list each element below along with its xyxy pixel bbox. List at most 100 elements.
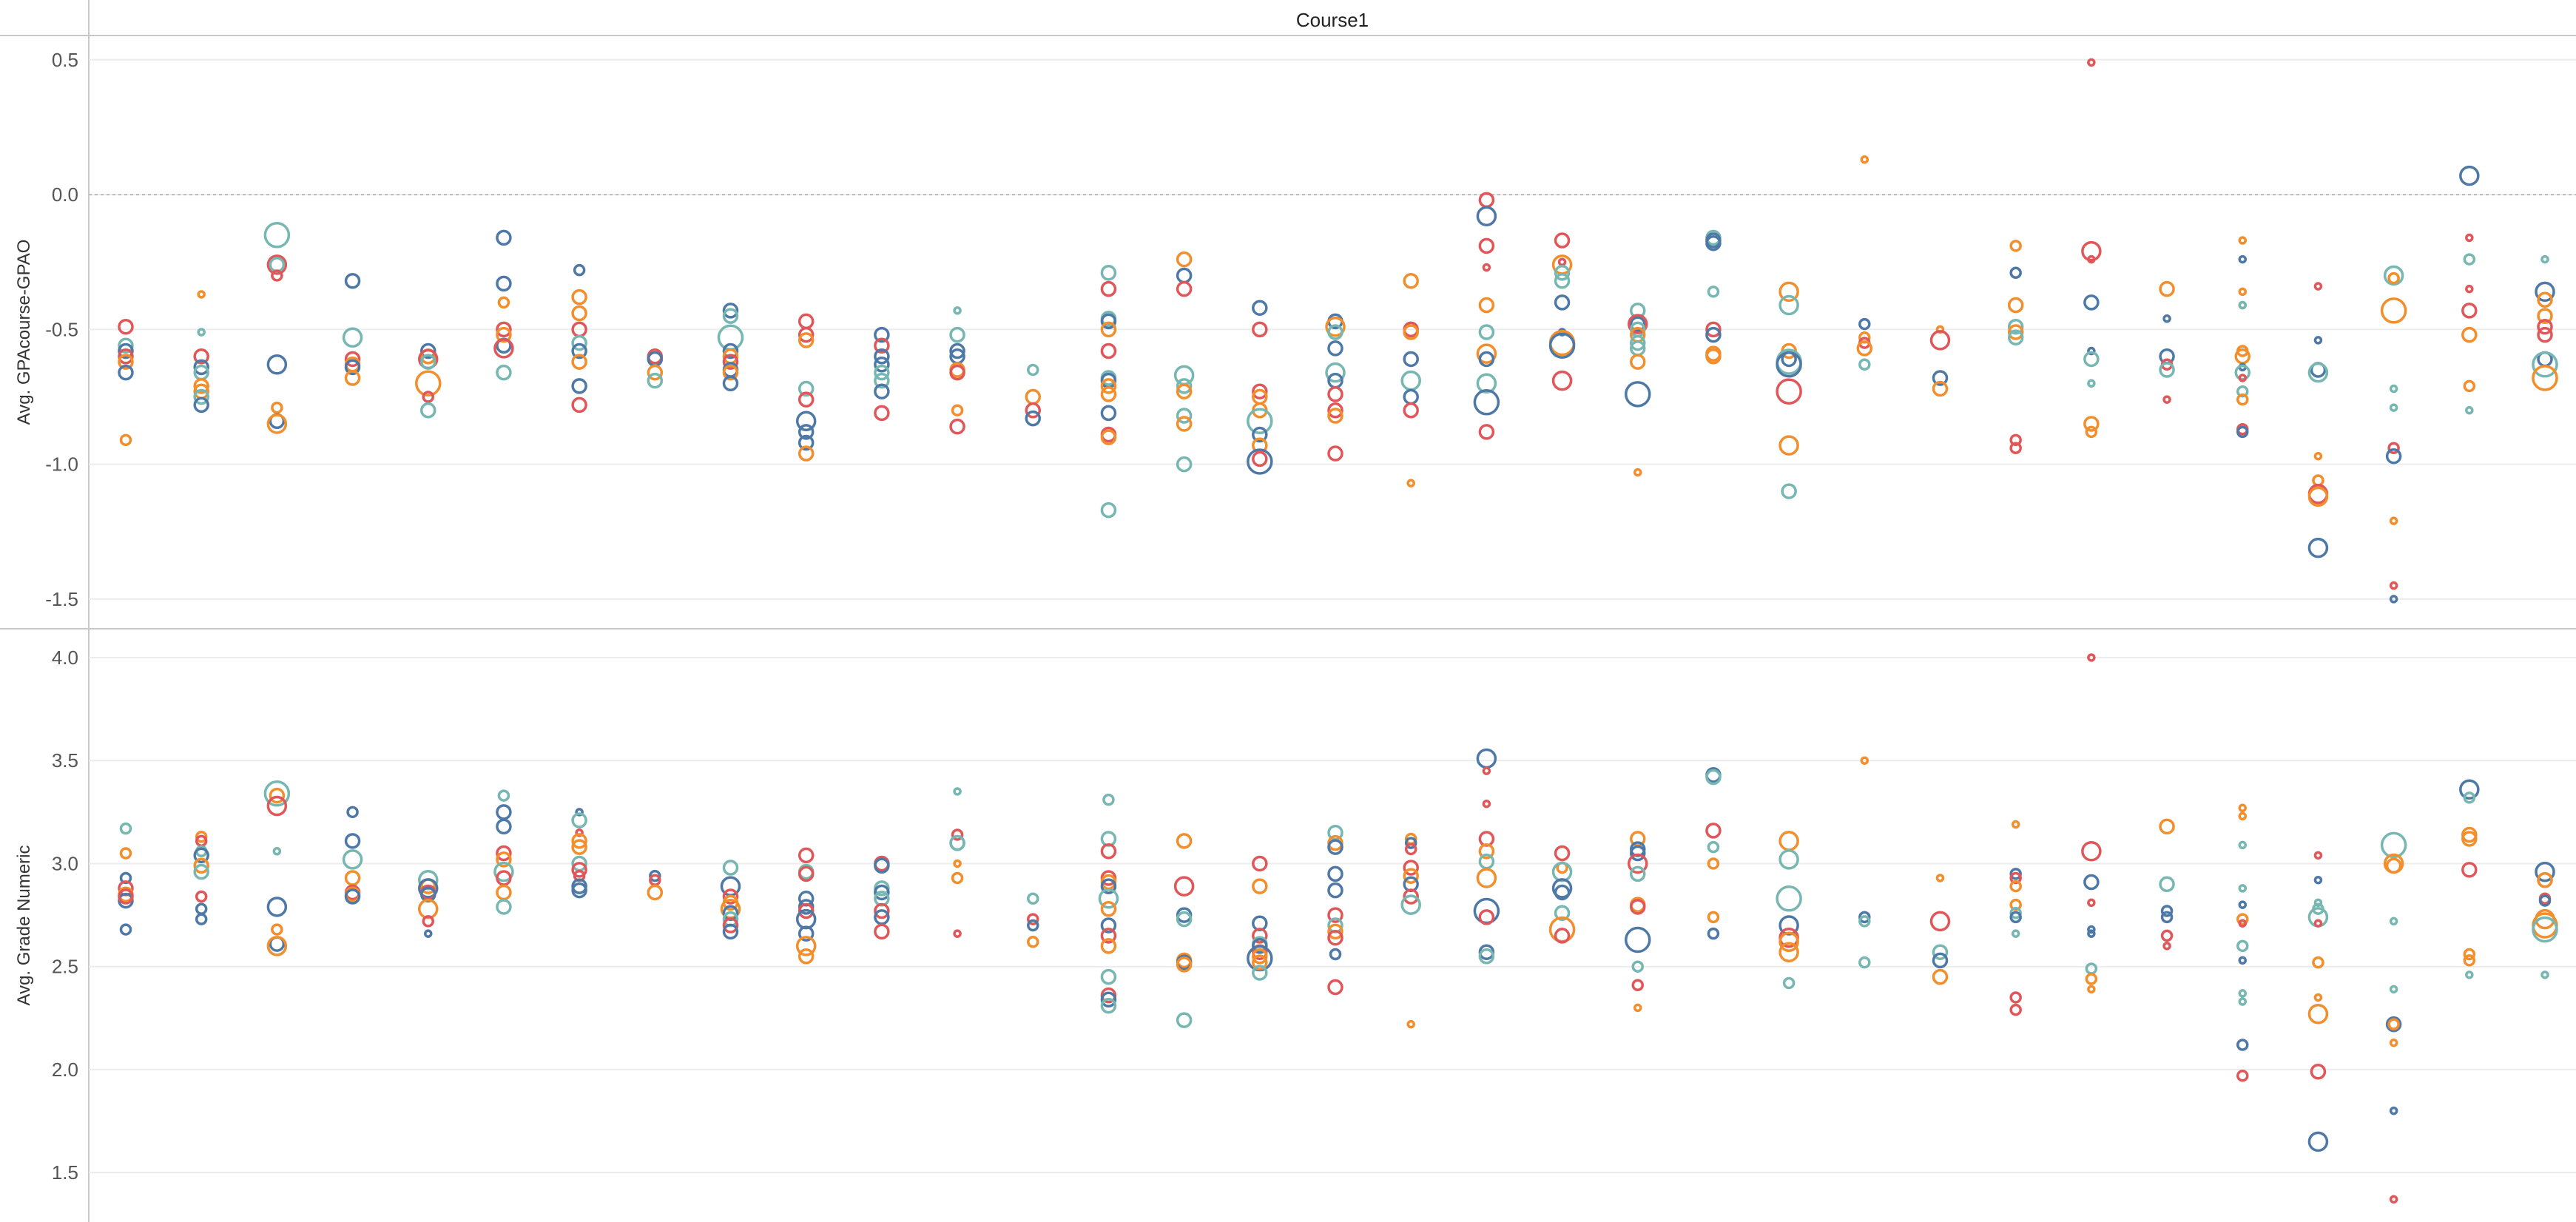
data-point[interactable] <box>420 402 436 419</box>
data-point[interactable] <box>1856 340 1873 357</box>
data-point[interactable] <box>1551 370 1573 391</box>
data-point[interactable] <box>344 351 361 368</box>
data-point[interactable] <box>2535 861 2555 882</box>
data-point[interactable] <box>2387 1018 2400 1030</box>
data-point[interactable] <box>195 913 208 925</box>
data-point[interactable] <box>496 851 512 868</box>
data-point[interactable] <box>1778 435 1799 456</box>
data-point[interactable] <box>2081 841 2102 862</box>
data-point[interactable] <box>722 308 739 324</box>
data-point[interactable] <box>2537 291 2553 308</box>
data-point[interactable] <box>344 370 361 386</box>
data-point[interactable] <box>2159 876 2175 893</box>
data-point[interactable] <box>2238 919 2247 928</box>
data-point[interactable] <box>2009 991 2022 1004</box>
data-point[interactable] <box>1778 931 1799 953</box>
data-point[interactable] <box>2385 448 2402 465</box>
data-point[interactable] <box>874 383 890 399</box>
data-point[interactable] <box>1327 386 1343 402</box>
data-point[interactable] <box>1176 416 1193 432</box>
data-point[interactable] <box>118 888 134 905</box>
data-point[interactable] <box>1100 917 1117 934</box>
data-point[interactable] <box>118 342 134 359</box>
data-point[interactable] <box>2465 233 2474 243</box>
data-point[interactable] <box>2537 871 2553 888</box>
data-point[interactable] <box>2011 820 2020 829</box>
data-point[interactable] <box>2160 911 2174 924</box>
data-point[interactable] <box>1025 410 1041 427</box>
data-point[interactable] <box>1478 351 1495 368</box>
data-point[interactable] <box>874 326 890 343</box>
data-point[interactable] <box>722 860 739 876</box>
data-point[interactable] <box>1329 948 1342 961</box>
data-point[interactable] <box>2459 779 2480 800</box>
data-point[interactable] <box>1176 383 1193 399</box>
data-point[interactable] <box>1403 324 1419 340</box>
data-point[interactable] <box>496 364 512 381</box>
data-point[interactable] <box>1327 402 1343 419</box>
data-point[interactable] <box>263 222 291 249</box>
data-point[interactable] <box>2535 281 2555 303</box>
data-point[interactable] <box>119 822 132 835</box>
data-point[interactable] <box>420 354 436 370</box>
data-point[interactable] <box>571 305 587 322</box>
data-point[interactable] <box>951 871 964 885</box>
data-point[interactable] <box>1630 899 1646 915</box>
data-point[interactable] <box>418 878 439 899</box>
data-point[interactable] <box>2160 929 2174 942</box>
data-point[interactable] <box>2007 318 2024 335</box>
data-point[interactable] <box>1027 936 1039 948</box>
data-point[interactable] <box>1478 909 1495 925</box>
data-point[interactable] <box>1476 343 1497 364</box>
data-point[interactable] <box>571 378 587 394</box>
data-point[interactable] <box>193 863 209 880</box>
data-point[interactable] <box>2083 874 2100 891</box>
data-point[interactable] <box>2313 919 2323 928</box>
data-point[interactable] <box>496 326 512 343</box>
data-point[interactable] <box>1630 845 1646 862</box>
data-point[interactable] <box>1403 402 1419 419</box>
data-point[interactable] <box>2085 973 2098 985</box>
data-point[interactable] <box>798 445 815 462</box>
data-point[interactable] <box>722 917 739 934</box>
data-point[interactable] <box>1400 894 1421 915</box>
data-point[interactable] <box>2238 300 2247 310</box>
data-point[interactable] <box>2238 374 2247 382</box>
data-point[interactable] <box>422 391 434 403</box>
data-point[interactable] <box>271 401 283 414</box>
data-point[interactable] <box>2085 425 2098 439</box>
data-point[interactable] <box>2159 362 2175 378</box>
data-point[interactable] <box>1176 378 1193 394</box>
data-point[interactable] <box>951 828 964 841</box>
data-point[interactable] <box>798 424 815 440</box>
data-point[interactable] <box>2537 308 2553 324</box>
data-point[interactable] <box>798 902 815 919</box>
data-point[interactable] <box>2236 385 2249 398</box>
data-point[interactable] <box>1027 363 1039 377</box>
data-point[interactable] <box>2236 1070 2249 1082</box>
data-point[interactable] <box>2312 956 2324 969</box>
data-point[interactable] <box>949 364 965 381</box>
data-point[interactable] <box>2540 254 2549 264</box>
data-point[interactable] <box>1705 234 1722 252</box>
data-point[interactable] <box>2087 985 2096 994</box>
data-point[interactable] <box>1252 928 1268 944</box>
data-point[interactable] <box>1327 907 1343 923</box>
data-point[interactable] <box>493 338 514 359</box>
data-point[interactable] <box>2463 253 2476 266</box>
data-point[interactable] <box>571 342 587 359</box>
data-point[interactable] <box>2461 831 2478 847</box>
data-point[interactable] <box>2159 280 2175 297</box>
data-point[interactable] <box>798 313 815 330</box>
data-point[interactable] <box>1325 362 1346 383</box>
data-point[interactable] <box>1932 380 1949 397</box>
data-point[interactable] <box>1327 408 1343 424</box>
data-point[interactable] <box>266 254 288 275</box>
data-point[interactable] <box>2307 907 2329 928</box>
data-point[interactable] <box>2385 857 2402 874</box>
data-point[interactable] <box>1476 206 1497 226</box>
data-point[interactable] <box>496 845 512 862</box>
data-point[interactable] <box>1403 860 1419 876</box>
data-point[interactable] <box>1176 911 1193 928</box>
data-point[interactable] <box>2380 297 2407 324</box>
